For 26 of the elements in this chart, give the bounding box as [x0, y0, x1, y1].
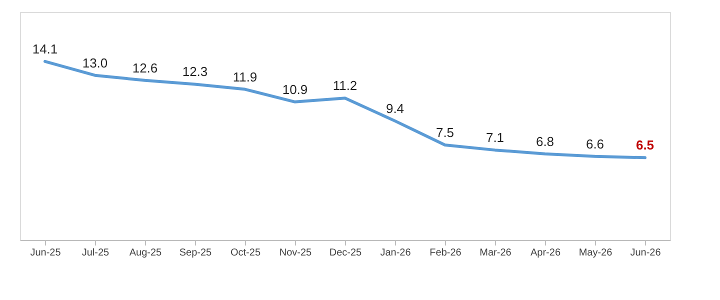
- data-label: 10.9: [282, 82, 308, 97]
- data-label: 12.6: [132, 60, 158, 76]
- x-tick-label: Jan-26: [380, 248, 412, 258]
- data-label: 6.8: [536, 134, 554, 149]
- x-tick-label: Feb-26: [430, 248, 462, 258]
- data-label: 13.0: [82, 55, 108, 70]
- data-label: 9.4: [386, 100, 404, 116]
- x-tick-label: Jun-25: [30, 248, 62, 258]
- data-label: 11.2: [332, 78, 358, 94]
- x-tick-label: Dec-25: [329, 248, 362, 258]
- x-tick-label: Mar-26: [480, 248, 512, 258]
- data-label: 6.6: [586, 136, 604, 152]
- data-label: 7.1: [486, 130, 504, 146]
- data-label: 6.5: [636, 138, 654, 153]
- x-tick-label: Jun-26: [630, 248, 662, 258]
- x-tick-label: Oct-25: [230, 248, 261, 258]
- x-tick-label: May-26: [578, 248, 613, 258]
- data-label: 14.1: [32, 41, 58, 56]
- data-label: 7.5: [436, 125, 454, 140]
- x-tick-label: Apr-26: [530, 248, 561, 258]
- x-tick-label: Sep-25: [179, 248, 212, 258]
- data-label: 12.3: [182, 64, 208, 80]
- x-tick-label: Jul-25: [82, 248, 110, 258]
- x-tick-label: Aug-25: [129, 248, 162, 258]
- x-tick-label: Nov-25: [279, 248, 312, 258]
- data-label: 11.9: [232, 69, 258, 84]
